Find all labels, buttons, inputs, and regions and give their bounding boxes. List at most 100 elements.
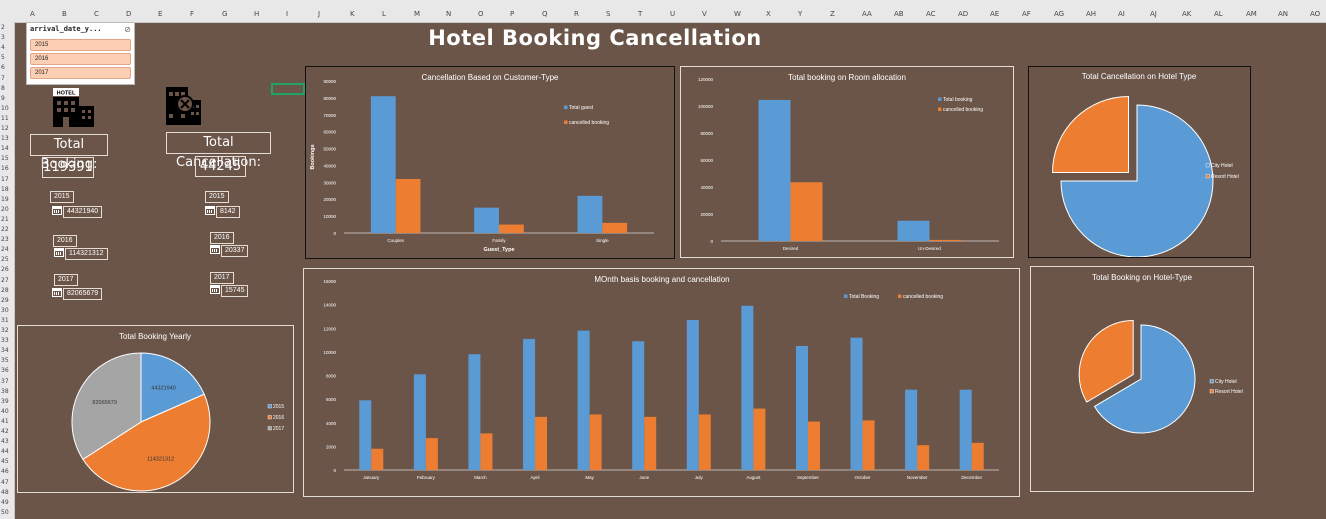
hotel-cancel-panel[interactable]: Total Cancellation on Hotel Type City Hot… bbox=[1028, 66, 1251, 258]
column-header[interactable]: AC bbox=[926, 10, 936, 18]
column-header[interactable]: I bbox=[286, 10, 289, 18]
column-header[interactable]: AH bbox=[1086, 10, 1097, 18]
column-header[interactable]: L bbox=[382, 10, 386, 18]
row-header[interactable]: 22 bbox=[1, 226, 9, 233]
column-header[interactable]: Z bbox=[830, 10, 835, 18]
column-header[interactable]: X bbox=[766, 10, 771, 18]
row-header[interactable]: 17 bbox=[1, 175, 9, 183]
row-header[interactable]: 13 bbox=[1, 135, 9, 143]
slicer-item-2015[interactable]: 2015 bbox=[30, 39, 131, 51]
column-header[interactable]: P bbox=[510, 10, 515, 18]
row-header[interactable]: 15 bbox=[1, 155, 9, 163]
row-header[interactable]: 47 bbox=[1, 478, 9, 486]
row-header[interactable]: 5 bbox=[1, 54, 5, 62]
column-header[interactable]: AB bbox=[894, 10, 904, 18]
row-header[interactable]: 49 bbox=[1, 498, 9, 506]
row-header[interactable]: 24 bbox=[1, 246, 9, 254]
column-header[interactable]: A bbox=[30, 10, 35, 18]
column-header[interactable]: AK bbox=[1182, 10, 1192, 18]
row-header[interactable]: 41 bbox=[1, 417, 9, 425]
column-header[interactable]: M bbox=[414, 10, 421, 18]
column-header[interactable]: Q bbox=[542, 10, 548, 18]
row-header[interactable]: 6 bbox=[1, 64, 5, 72]
column-header[interactable]: S bbox=[606, 10, 611, 18]
column-header[interactable]: AJ bbox=[1150, 10, 1157, 18]
column-header[interactable]: AM bbox=[1246, 10, 1257, 18]
customer-type-panel[interactable]: Cancellation Based on Customer-Type 0 1000… bbox=[305, 66, 675, 259]
column-header[interactable]: E bbox=[158, 10, 163, 18]
row-header[interactable]: 3 bbox=[1, 34, 5, 42]
column-header[interactable]: H bbox=[254, 10, 260, 18]
column-header[interactable]: AL bbox=[1214, 10, 1223, 18]
row-header[interactable]: 29 bbox=[1, 296, 9, 304]
row-header[interactable]: 36 bbox=[1, 367, 9, 375]
row-header[interactable]: 46 bbox=[1, 468, 9, 476]
column-header[interactable]: AA bbox=[862, 10, 872, 18]
column-header[interactable]: J bbox=[318, 10, 321, 18]
row-header[interactable]: 44 bbox=[1, 448, 9, 456]
slicer-item-2016[interactable]: 2016 bbox=[30, 53, 131, 65]
row-header[interactable]: 8 bbox=[1, 84, 5, 92]
row-header[interactable]: 37 bbox=[1, 377, 9, 385]
column-header[interactable]: T bbox=[638, 10, 643, 18]
hotel-booking-panel[interactable]: Total Booking on Hotel-Type City Hotel Res… bbox=[1030, 266, 1254, 492]
row-header[interactable]: 10 bbox=[1, 104, 9, 112]
column-header[interactable]: N bbox=[446, 10, 452, 18]
column-header[interactable]: V bbox=[702, 10, 707, 18]
column-header[interactable]: AO bbox=[1310, 10, 1321, 18]
row-header[interactable]: 39 bbox=[1, 397, 9, 405]
row-header[interactable]: 18 bbox=[1, 185, 9, 193]
filter-clear-icon[interactable]: ⊘ bbox=[124, 25, 131, 34]
row-header[interactable]: 23 bbox=[1, 236, 9, 244]
row-header[interactable]: 42 bbox=[1, 428, 9, 435]
row-header[interactable]: 50 bbox=[1, 508, 9, 516]
column-header[interactable]: AF bbox=[1022, 10, 1031, 18]
column-header[interactable]: D bbox=[126, 10, 132, 18]
column-header[interactable]: AN bbox=[1278, 10, 1289, 18]
column-header[interactable]: AE bbox=[990, 10, 1000, 18]
column-header[interactable]: Y bbox=[798, 10, 803, 18]
column-header[interactable]: W bbox=[734, 10, 741, 18]
row-header[interactable]: 30 bbox=[1, 306, 9, 314]
row-header[interactable]: 34 bbox=[1, 347, 9, 355]
column-header[interactable]: K bbox=[350, 10, 355, 18]
row-header[interactable]: 35 bbox=[1, 357, 9, 365]
row-header[interactable]: 25 bbox=[1, 256, 9, 264]
column-header[interactable]: F bbox=[190, 10, 195, 18]
row-header[interactable]: 38 bbox=[1, 387, 9, 395]
row-header[interactable]: 7 bbox=[1, 74, 5, 82]
row-header[interactable]: 19 bbox=[1, 195, 9, 203]
row-header[interactable]: 27 bbox=[1, 276, 9, 284]
row-header[interactable]: 4 bbox=[1, 44, 5, 52]
column-header[interactable]: AD bbox=[958, 10, 969, 18]
row-header[interactable]: 12 bbox=[1, 125, 9, 132]
column-header[interactable]: U bbox=[670, 10, 676, 18]
column-header[interactable]: B bbox=[62, 10, 67, 18]
row-header[interactable]: 16 bbox=[1, 165, 9, 173]
row-header[interactable]: 28 bbox=[1, 286, 9, 294]
row-header[interactable]: 40 bbox=[1, 407, 9, 415]
row-header[interactable]: 48 bbox=[1, 488, 9, 496]
year-slicer[interactable]: arrival_date_y... ⊘ 2015 2016 2017 bbox=[26, 22, 135, 85]
column-header[interactable]: R bbox=[574, 10, 579, 18]
row-header[interactable]: 20 bbox=[1, 205, 9, 213]
column-header[interactable]: AG bbox=[1054, 10, 1065, 18]
row-header[interactable]: 33 bbox=[1, 337, 9, 345]
row-header[interactable]: 21 bbox=[1, 215, 9, 223]
row-header[interactable]: 43 bbox=[1, 438, 9, 446]
row-header[interactable]: 11 bbox=[1, 114, 9, 122]
row-header[interactable]: 45 bbox=[1, 458, 9, 466]
column-header[interactable]: C bbox=[94, 10, 99, 18]
monthly-panel[interactable]: MOnth basis booking and cancellation 0 200… bbox=[303, 268, 1020, 497]
row-header[interactable]: 14 bbox=[1, 145, 9, 153]
row-header[interactable]: 26 bbox=[1, 266, 9, 274]
slicer-item-2017[interactable]: 2017 bbox=[30, 67, 131, 79]
active-cell-selection[interactable] bbox=[271, 83, 305, 95]
row-header[interactable]: 31 bbox=[1, 316, 9, 324]
room-allocation-panel[interactable]: Total booking on Room allocation 0 20000 40… bbox=[680, 66, 1014, 258]
column-header[interactable]: AI bbox=[1118, 10, 1125, 18]
row-header[interactable]: 9 bbox=[1, 94, 5, 102]
row-header[interactable]: 32 bbox=[1, 327, 9, 334]
column-header[interactable]: O bbox=[478, 10, 484, 18]
row-header[interactable]: 2 bbox=[1, 24, 5, 31]
